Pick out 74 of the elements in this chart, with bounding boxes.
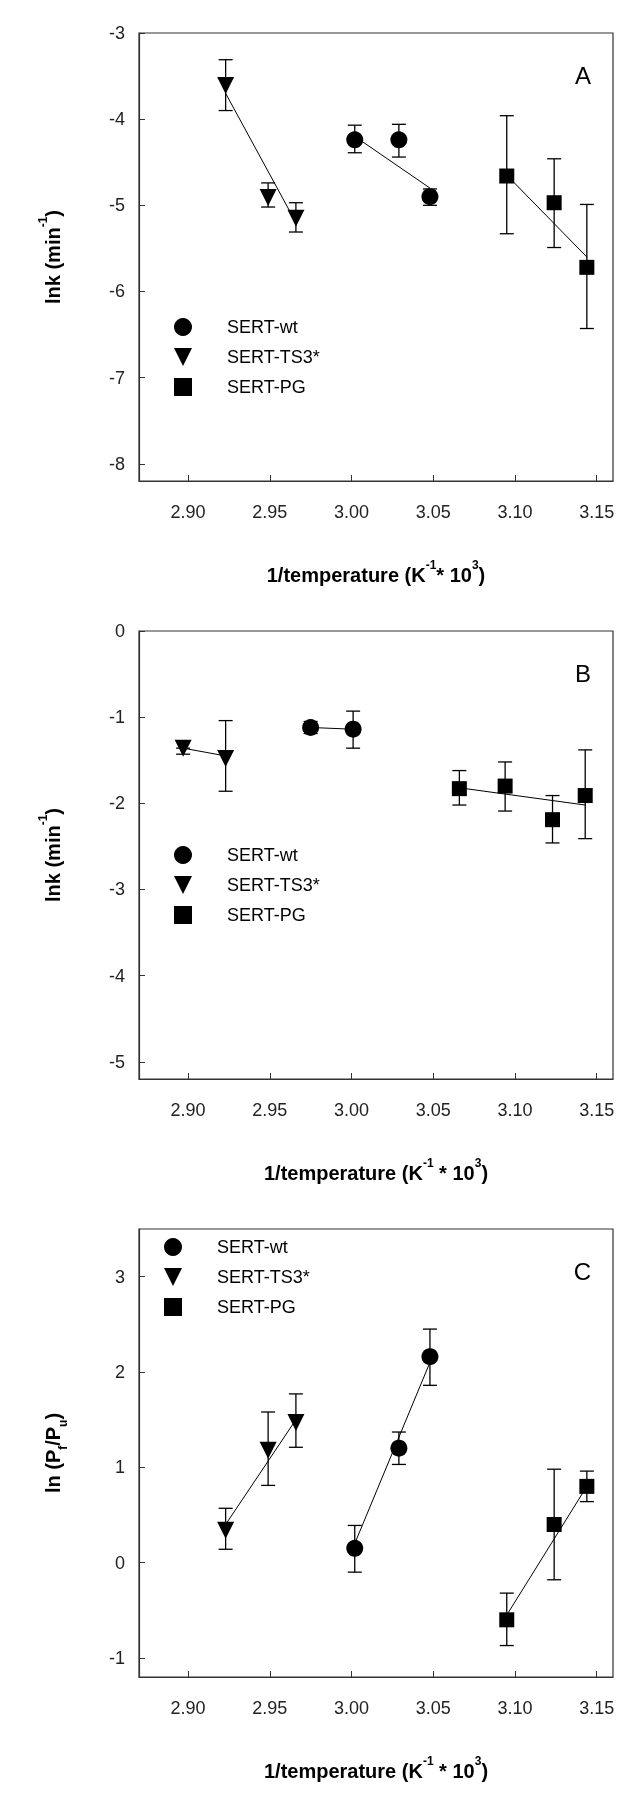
y-tick-label: -3	[108, 23, 125, 43]
x-tick-label: 2.95	[252, 502, 288, 522]
y-axis-title: ln (Pf/Pu)	[42, 1412, 70, 1494]
x-tick-label: 3.10	[497, 1100, 533, 1120]
point	[217, 750, 235, 768]
legend-label: SERT-PG	[227, 905, 306, 925]
annotation: C	[573, 1257, 592, 1285]
x-tick-label: 3.05	[415, 502, 451, 522]
x-tick-label: 3.10	[497, 502, 533, 522]
legend-label: SERT-wt	[227, 845, 298, 865]
point	[545, 812, 561, 828]
point	[390, 1439, 408, 1457]
x-tick-label: 2.90	[170, 1100, 206, 1120]
y-tick-label: -6	[108, 281, 125, 302]
y-tick-label: -8	[108, 453, 125, 474]
point	[346, 131, 364, 149]
y-tick-label: -3	[108, 879, 125, 900]
y-tick-label: -1	[108, 707, 125, 728]
y-tick-label: 0	[114, 1552, 125, 1573]
annotation: B	[574, 659, 592, 687]
x-tick-label: 3.15	[579, 1100, 615, 1120]
y-tick-label: -2	[108, 793, 125, 814]
legend-label: SERT-TS3*	[217, 1267, 310, 1287]
y-tick-label: -4	[108, 965, 125, 986]
y-tick-label: -1	[108, 1647, 125, 1668]
x-tick-label: 2.90	[170, 1698, 206, 1718]
x-tick-label: 3.05	[415, 1698, 451, 1718]
point	[390, 131, 408, 149]
x-tick-label: 3.15	[579, 1698, 615, 1718]
y-axis-title: lnk (min-1)	[36, 209, 64, 304]
y-axis-title: lnk (min-1)	[36, 807, 64, 902]
point	[287, 1414, 305, 1431]
point	[259, 1441, 277, 1459]
point	[346, 1539, 364, 1557]
point	[579, 1478, 595, 1494]
point	[344, 720, 362, 738]
point	[499, 168, 515, 184]
x-tick-label: 3.10	[497, 1698, 533, 1718]
point	[546, 1516, 562, 1532]
x-tick-label: 2.90	[170, 502, 206, 522]
point	[546, 195, 562, 211]
x-tick-label: 3.00	[333, 1698, 370, 1718]
x-tick-label: 2.95	[252, 1698, 288, 1718]
x-tick-label: 2.95	[252, 1100, 288, 1120]
point	[259, 189, 277, 207]
y-tick-label: -5	[108, 195, 125, 216]
legend-label: SERT-TS3*	[227, 347, 320, 367]
point	[499, 1612, 515, 1628]
y-tick-label: 3	[114, 1266, 125, 1287]
y-tick-label: 2	[114, 1361, 125, 1382]
x-tick-label: 3.05	[415, 1100, 451, 1120]
legend-label: SERT-PG	[217, 1297, 296, 1317]
x-tick-label: 3.15	[579, 502, 615, 522]
point	[421, 1348, 439, 1366]
annotation: A	[574, 61, 592, 89]
y-tick-label: -4	[108, 109, 125, 130]
point	[217, 1521, 235, 1539]
legend-label: SERT-wt	[217, 1237, 288, 1257]
point	[287, 209, 305, 227]
y-tick-label: -5	[108, 1051, 125, 1072]
point	[217, 77, 235, 95]
y-tick-label: 0	[114, 621, 125, 641]
legend-label: SERT-TS3*	[227, 875, 320, 895]
point	[451, 781, 467, 797]
x-tick-label: 3.00	[333, 1100, 370, 1120]
point	[577, 788, 593, 804]
legend-label: SERT-PG	[227, 377, 306, 397]
point	[579, 259, 595, 275]
legend-label: SERT-wt	[227, 317, 298, 337]
x-tick-label: 3.00	[333, 502, 370, 522]
y-tick-label: -7	[108, 367, 125, 388]
point	[497, 778, 513, 794]
y-tick-label: 1	[114, 1457, 125, 1478]
point	[174, 739, 192, 757]
